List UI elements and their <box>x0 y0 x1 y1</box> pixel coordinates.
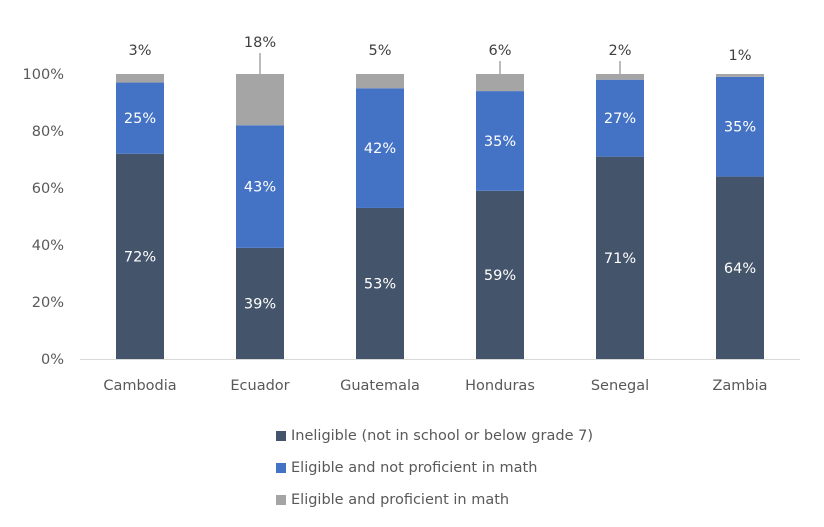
x-tick-label: Guatemala <box>340 378 420 394</box>
bar-segment <box>236 247 284 359</box>
data-label: 18% <box>244 35 276 51</box>
data-label: 72% <box>124 249 156 265</box>
bar-segment <box>116 153 164 359</box>
bar-segment <box>476 91 524 191</box>
data-label: 53% <box>364 276 396 292</box>
stacked-bar-chart: 0% 20% 40% 60% 80% 100% 72% 25% 3% Cambodia 39% 43%… <box>23 35 800 394</box>
data-label: 43% <box>244 180 276 196</box>
x-tick-label: Cambodia <box>103 378 176 394</box>
x-tick-label: Senegal <box>591 378 649 394</box>
bar-segment <box>476 190 524 359</box>
legend-label: Eligible and not proficient in math <box>291 460 538 476</box>
bar-segment <box>596 79 644 157</box>
data-label: 71% <box>604 251 636 267</box>
legend-label: Eligible and proficient in math <box>291 492 510 508</box>
data-label: 5% <box>368 43 391 59</box>
data-label: 42% <box>364 141 396 157</box>
data-label: 59% <box>484 268 516 284</box>
legend-item-proficient: Eligible and proficient in math <box>276 484 593 516</box>
bar-segment <box>356 88 404 208</box>
bar-segment <box>236 125 284 248</box>
y-tick-label: 20% <box>32 295 64 311</box>
y-tick-label: 60% <box>32 181 64 197</box>
bar-segment <box>116 82 164 154</box>
data-label: 35% <box>484 134 516 150</box>
data-label: 25% <box>124 111 156 127</box>
bar-segment <box>476 74 524 92</box>
bar-segment <box>716 176 764 359</box>
bar-segment <box>356 207 404 359</box>
data-label: 3% <box>128 43 151 59</box>
legend: Ineligible (not in school or below grade… <box>276 420 593 516</box>
bar-segment <box>716 76 764 177</box>
bar-segment <box>236 74 284 126</box>
y-tick-label: 80% <box>32 124 64 140</box>
legend-item-ineligible: Ineligible (not in school or below grade… <box>276 420 593 452</box>
y-tick-label: 40% <box>32 238 64 254</box>
bar-segment <box>116 74 164 83</box>
x-tick-label: Ecuador <box>230 378 289 394</box>
data-label: 35% <box>724 120 756 136</box>
data-label: 2% <box>608 43 631 59</box>
bar-segment <box>356 74 404 89</box>
legend-swatch <box>276 495 286 505</box>
y-tick-label: 100% <box>23 67 64 83</box>
y-tick-label: 0% <box>41 352 64 368</box>
bar-segment <box>596 156 644 359</box>
data-label: 64% <box>724 261 756 277</box>
bar-segment <box>596 74 644 80</box>
x-tick-label: Honduras <box>465 378 535 394</box>
legend-item-not-proficient: Eligible and not proficient in math <box>276 452 593 484</box>
bar-segment <box>716 74 764 77</box>
legend-label: Ineligible (not in school or below grade… <box>291 428 593 444</box>
data-label: 39% <box>244 296 276 312</box>
data-label: 27% <box>604 111 636 127</box>
legend-swatch <box>276 431 286 441</box>
legend-swatch <box>276 463 286 473</box>
x-tick-label: Zambia <box>712 378 767 394</box>
data-label: 6% <box>488 43 511 59</box>
data-label: 1% <box>728 48 751 64</box>
